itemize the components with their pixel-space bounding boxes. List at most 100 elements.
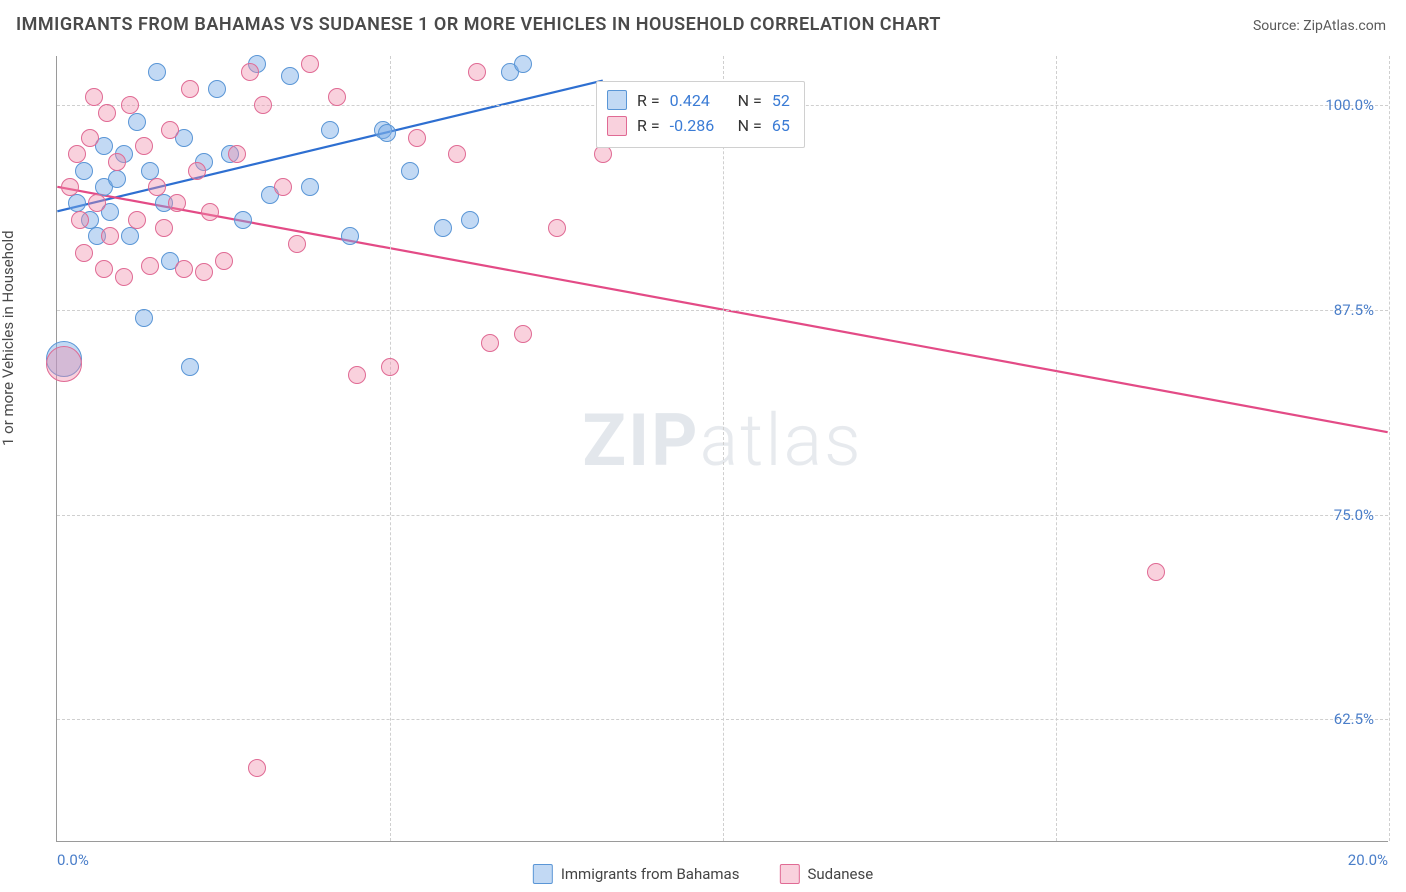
scatter-point xyxy=(468,63,486,81)
scatter-point xyxy=(68,145,86,163)
scatter-point xyxy=(75,244,93,262)
scatter-point xyxy=(201,203,219,221)
stat-n-label: N = xyxy=(738,88,762,114)
scatter-point xyxy=(548,219,566,237)
scatter-point xyxy=(228,145,246,163)
scatter-point xyxy=(46,346,82,382)
x-tick-label: 20.0% xyxy=(1348,851,1388,869)
scatter-point xyxy=(1147,563,1165,581)
y-axis-label: 1 or more Vehicles in Household xyxy=(0,230,17,446)
scatter-point xyxy=(108,153,126,171)
chart-container: IMMIGRANTS FROM BAHAMAS VS SUDANESE 1 OR… xyxy=(0,0,1406,892)
stat-n-label: N = xyxy=(738,113,762,139)
scatter-point xyxy=(594,145,612,163)
scatter-point xyxy=(254,96,272,114)
gridline-vertical xyxy=(723,56,724,841)
scatter-point xyxy=(321,121,339,139)
scatter-point xyxy=(181,80,199,98)
scatter-point xyxy=(68,194,86,212)
plot-area: ZIPatlas 62.5%75.0%87.5%100.0%0.0%20.0%R… xyxy=(56,56,1388,842)
scatter-point xyxy=(208,80,226,98)
legend-label: Sudanese xyxy=(807,865,873,883)
scatter-point xyxy=(71,211,89,229)
scatter-point xyxy=(161,121,179,139)
scatter-point xyxy=(141,257,159,275)
scatter-point xyxy=(341,227,359,245)
stat-r-value: -0.286 xyxy=(670,113,728,139)
scatter-point xyxy=(135,137,153,155)
scatter-point xyxy=(155,219,173,237)
y-tick-label: 100.0% xyxy=(1325,96,1374,114)
scatter-point xyxy=(301,55,319,73)
scatter-point xyxy=(288,235,306,253)
scatter-point xyxy=(434,219,452,237)
stat-r-value: 0.424 xyxy=(670,88,728,114)
scatter-point xyxy=(195,263,213,281)
scatter-point xyxy=(215,252,233,270)
scatter-point xyxy=(378,124,396,142)
y-tick-label: 75.0% xyxy=(1334,506,1374,524)
scatter-point xyxy=(241,63,259,81)
scatter-point xyxy=(108,170,126,188)
scatter-point xyxy=(514,325,532,343)
scatter-point xyxy=(301,178,319,196)
y-tick-label: 62.5% xyxy=(1334,710,1374,728)
scatter-point xyxy=(348,366,366,384)
scatter-point xyxy=(181,358,199,376)
scatter-point xyxy=(401,162,419,180)
x-tick-label: 0.0% xyxy=(57,851,89,869)
scatter-point xyxy=(85,88,103,106)
scatter-point xyxy=(98,104,116,122)
gridline-vertical xyxy=(1389,56,1390,841)
stat-r-label: R = xyxy=(637,88,660,114)
stat-r-label: R = xyxy=(637,113,660,139)
scatter-point xyxy=(168,194,186,212)
chart-title: IMMIGRANTS FROM BAHAMAS VS SUDANESE 1 OR… xyxy=(16,14,941,35)
gridline-vertical xyxy=(390,56,391,841)
scatter-point xyxy=(481,334,499,352)
scatter-point xyxy=(88,194,106,212)
legend-swatch xyxy=(779,864,799,884)
scatter-point xyxy=(381,358,399,376)
stat-n-value: 52 xyxy=(772,88,790,114)
scatter-point xyxy=(274,178,292,196)
scatter-point xyxy=(328,88,346,106)
scatter-point xyxy=(141,162,159,180)
scatter-point xyxy=(461,211,479,229)
stat-n-value: 65 xyxy=(772,113,790,139)
bottom-legend: Immigrants from Bahamas Sudanese xyxy=(533,864,873,884)
source-label: Source: ZipAtlas.com xyxy=(1253,18,1386,34)
correlation-stat-box: R = 0.424 N = 52 R = -0.286 N = 65 xyxy=(596,81,805,148)
scatter-point xyxy=(95,260,113,278)
scatter-point xyxy=(61,178,79,196)
legend-item-bahamas: Immigrants from Bahamas xyxy=(533,864,740,884)
scatter-point xyxy=(101,227,119,245)
scatter-point xyxy=(514,55,532,73)
legend-item-sudanese: Sudanese xyxy=(779,864,873,884)
scatter-point xyxy=(121,96,139,114)
scatter-point xyxy=(188,162,206,180)
scatter-point xyxy=(148,63,166,81)
scatter-point xyxy=(81,129,99,147)
scatter-point xyxy=(281,67,299,85)
scatter-point xyxy=(121,227,139,245)
legend-swatch xyxy=(533,864,553,884)
stat-swatch xyxy=(607,90,627,110)
gridline-vertical xyxy=(1056,56,1057,841)
scatter-point xyxy=(135,309,153,327)
scatter-point xyxy=(448,145,466,163)
stat-swatch xyxy=(607,116,627,136)
scatter-point xyxy=(175,260,193,278)
y-tick-label: 87.5% xyxy=(1334,301,1374,319)
scatter-point xyxy=(128,113,146,131)
scatter-point xyxy=(148,178,166,196)
scatter-point xyxy=(234,211,252,229)
stat-row: R = -0.286 N = 65 xyxy=(607,113,790,139)
scatter-point xyxy=(75,162,93,180)
scatter-point xyxy=(128,211,146,229)
scatter-point xyxy=(248,759,266,777)
scatter-point xyxy=(115,268,133,286)
legend-label: Immigrants from Bahamas xyxy=(561,865,740,883)
stat-row: R = 0.424 N = 52 xyxy=(607,88,790,114)
scatter-point xyxy=(408,129,426,147)
